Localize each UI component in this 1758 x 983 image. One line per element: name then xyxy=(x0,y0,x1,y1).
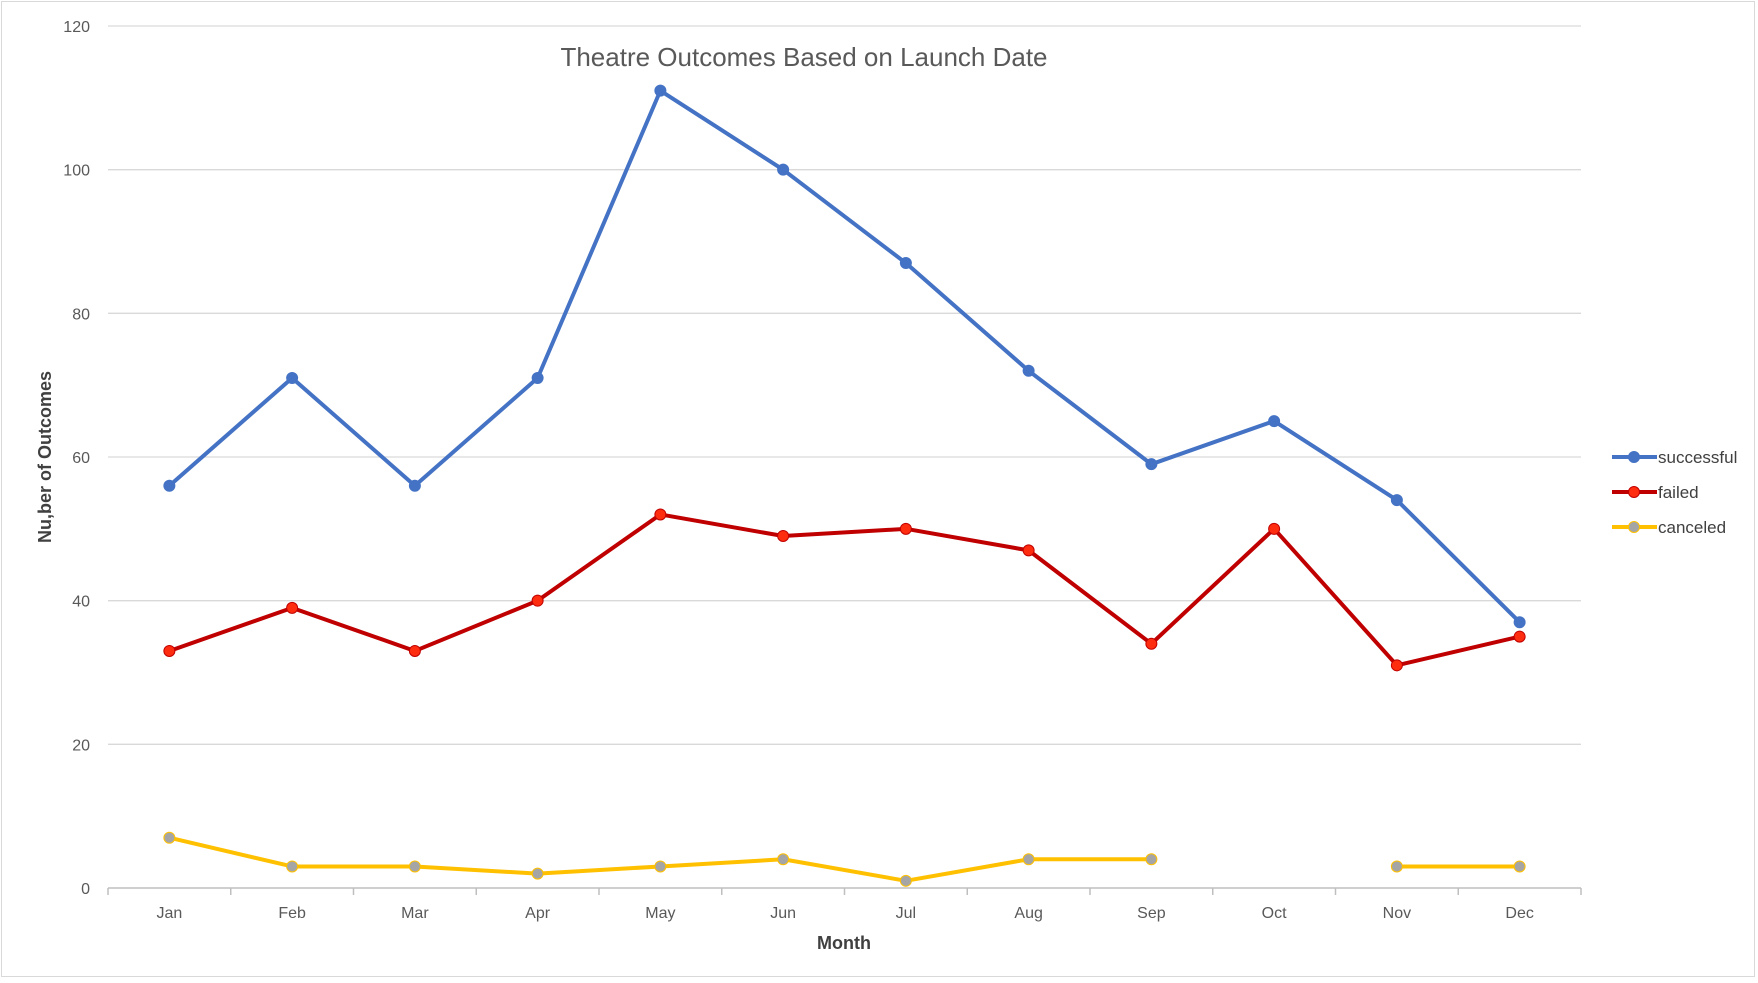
series-successful xyxy=(163,84,1526,629)
chart-title: Theatre Outcomes Based on Launch Date xyxy=(560,42,1047,72)
data-point-successful xyxy=(899,257,912,270)
data-point-canceled xyxy=(1513,860,1526,873)
data-point-canceled xyxy=(531,867,544,880)
x-tick-label: Jul xyxy=(896,905,916,922)
data-point-canceled xyxy=(777,853,790,866)
y-tick-label: 100 xyxy=(63,163,90,180)
data-point-failed xyxy=(1513,630,1526,643)
data-point-failed xyxy=(1268,522,1281,535)
x-tick-label: Sep xyxy=(1137,905,1166,922)
data-point-successful xyxy=(531,371,544,384)
data-point-failed xyxy=(777,530,790,543)
series-failed xyxy=(163,508,1526,672)
series-line-canceled xyxy=(167,835,1154,883)
y-tick-label: 20 xyxy=(72,737,90,754)
series-line-failed xyxy=(167,512,1522,668)
x-tick-label: Jan xyxy=(156,905,182,922)
x-tick-label: Dec xyxy=(1505,905,1533,922)
x-tick-label: Oct xyxy=(1262,905,1287,922)
legend-marker-failed xyxy=(1628,486,1640,498)
series-layer xyxy=(163,84,1526,887)
data-point-successful xyxy=(1022,364,1035,377)
x-tick-label: Mar xyxy=(401,905,429,922)
x-tick-label: Feb xyxy=(278,905,306,922)
series-line-successful xyxy=(167,88,1522,625)
x-tick-label: Aug xyxy=(1014,905,1042,922)
y-tick-label: 40 xyxy=(72,594,90,611)
x-axis-title: Month xyxy=(817,933,871,953)
x-tick-label: Jun xyxy=(770,905,796,922)
data-point-canceled xyxy=(1145,853,1158,866)
data-point-failed xyxy=(654,508,667,521)
data-point-canceled xyxy=(163,831,176,844)
data-point-failed xyxy=(899,522,912,535)
data-point-failed xyxy=(1022,544,1035,557)
x-tick-label: Apr xyxy=(525,905,551,922)
legend-label-failed: failed xyxy=(1658,483,1699,502)
y-tick-label: 0 xyxy=(81,881,90,898)
data-point-failed xyxy=(286,601,299,614)
legend-marker-successful xyxy=(1628,451,1640,463)
data-point-failed xyxy=(408,644,421,657)
legend-marker-canceled xyxy=(1628,521,1640,533)
y-tick-label: 60 xyxy=(72,450,90,467)
series-canceled xyxy=(163,831,1526,887)
data-point-canceled xyxy=(286,860,299,873)
data-point-successful xyxy=(286,371,299,384)
x-tick-label: May xyxy=(645,905,675,922)
legend-label-canceled: canceled xyxy=(1658,518,1726,537)
data-point-successful xyxy=(1513,616,1526,629)
data-point-successful xyxy=(1268,415,1281,428)
y-tick-label: 120 xyxy=(63,19,90,36)
legend: successful failed canceled xyxy=(1612,448,1737,537)
axes: 0 20 40 60 80 100 120 Jan Feb Mar Apr May Jun Jul Aug S… xyxy=(63,19,1582,922)
data-point-failed xyxy=(531,594,544,607)
y-axis-title: Nu,ber of Outcomes xyxy=(35,371,55,543)
data-point-failed xyxy=(163,644,176,657)
y-tick-label: 80 xyxy=(72,306,90,323)
data-point-successful xyxy=(654,84,667,97)
data-point-successful xyxy=(1145,458,1158,471)
data-point-successful xyxy=(408,479,421,492)
gridlines xyxy=(108,25,1581,745)
legend-label-successful: successful xyxy=(1658,448,1737,467)
data-point-successful xyxy=(1390,494,1403,507)
data-point-canceled xyxy=(1390,860,1403,873)
data-point-canceled xyxy=(408,860,421,873)
data-point-canceled xyxy=(654,860,667,873)
data-point-canceled xyxy=(1022,853,1035,866)
data-point-successful xyxy=(777,163,790,176)
x-tick-label: Nov xyxy=(1383,905,1411,922)
data-point-successful xyxy=(163,479,176,492)
data-point-failed xyxy=(1390,659,1403,672)
data-point-canceled xyxy=(899,874,912,887)
data-point-failed xyxy=(1145,637,1158,650)
